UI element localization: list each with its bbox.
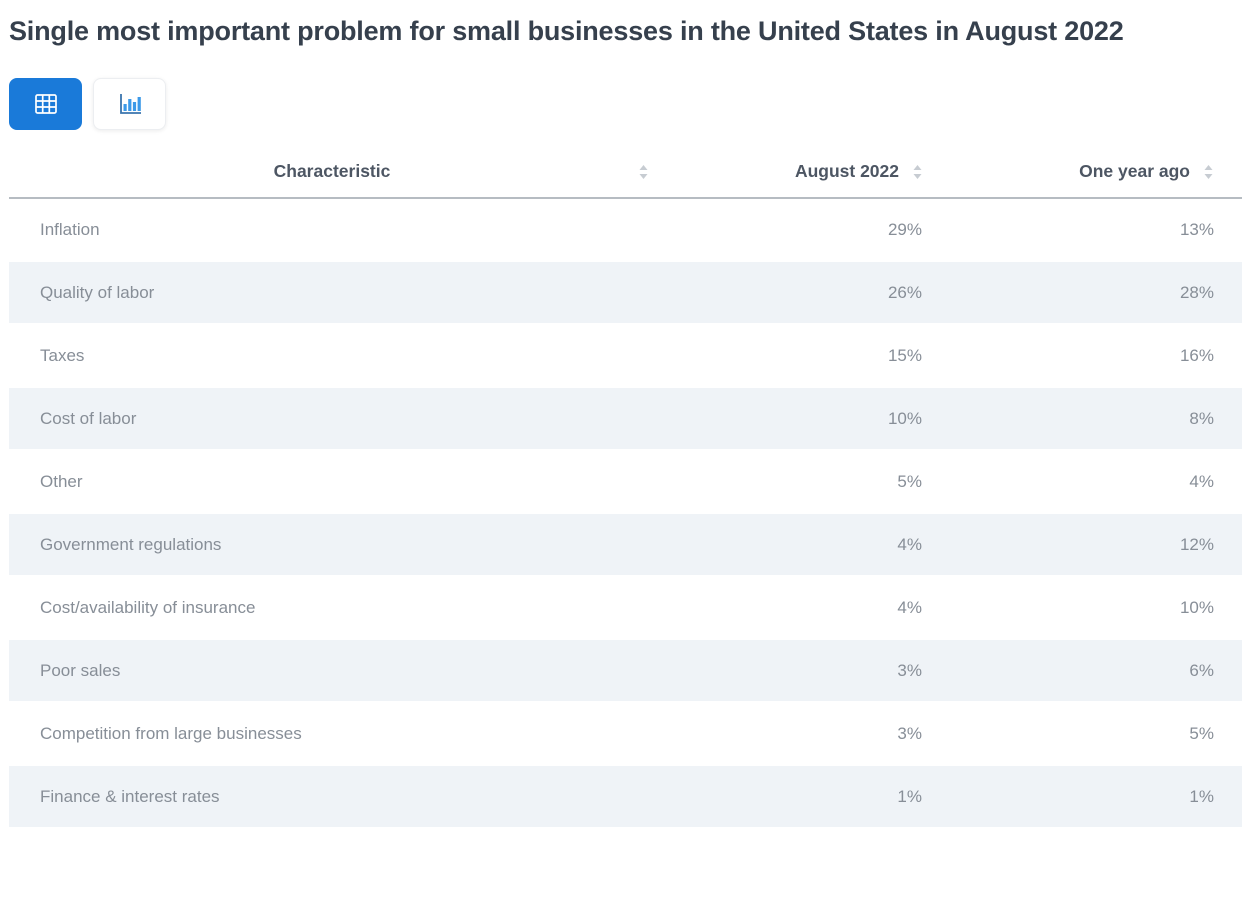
august-2022-value-cell: 1% <box>655 764 923 829</box>
chart-view-button[interactable] <box>93 78 166 130</box>
one-year-ago-value-cell: 8% <box>923 386 1242 451</box>
august-2022-value-cell: 5% <box>897 471 922 491</box>
august-2022-value-cell: 15% <box>887 345 922 365</box>
one-year-ago-value-cell: 12% <box>923 512 1242 577</box>
characteristic-cell: Cost/availability of insurance <box>40 597 256 617</box>
one-year-ago-value-cell: 16% <box>1179 345 1214 365</box>
august-2022-value-cell: 3% <box>655 638 923 703</box>
one-year-ago-value-cell: 6% <box>923 638 1242 703</box>
table-row: Cost/availability of insurance 4% 10% <box>9 576 1242 639</box>
august-2022-value-cell: 26% <box>655 260 923 325</box>
table-row: Quality of labor 26% 28% <box>9 260 1242 325</box>
one-year-ago-value-cell: 5% <box>1189 723 1214 743</box>
page-title: Single most important problem for small … <box>9 16 1124 46</box>
characteristic-cell: Other <box>40 471 83 491</box>
table-row: Poor sales 3% 6% <box>9 638 1242 703</box>
column-header-august-2022[interactable]: August 2022 <box>655 161 923 199</box>
table-grid-icon <box>34 93 58 115</box>
one-year-ago-value-cell: 13% <box>1179 219 1214 239</box>
one-year-ago-value-cell: 28% <box>923 260 1242 325</box>
column-header-label: August 2022 <box>794 161 899 181</box>
column-header-label: One year ago <box>1079 161 1190 181</box>
august-2022-value-cell: 29% <box>887 219 922 239</box>
august-2022-value-cell: 4% <box>897 597 922 617</box>
characteristic-cell: Finance & interest rates <box>9 764 655 829</box>
august-2022-value-cell: 3% <box>897 723 922 743</box>
one-year-ago-value-cell: 10% <box>1179 597 1214 617</box>
view-toggle <box>9 78 1250 130</box>
characteristic-cell: Quality of labor <box>9 260 655 325</box>
table-row: Inflation 29% 13% <box>9 198 1242 261</box>
table-body: Inflation 29% 13% Quality of labor 26% 28% Tax… <box>9 198 1242 829</box>
characteristic-cell: Taxes <box>40 345 85 365</box>
sort-icon[interactable] <box>912 164 923 180</box>
sort-icon[interactable] <box>1203 164 1214 180</box>
characteristic-cell: Cost of labor <box>9 386 655 451</box>
characteristic-cell: Poor sales <box>9 638 655 703</box>
sort-icon[interactable] <box>638 164 649 180</box>
table-row: Competition from large businesses 3% 5% <box>9 702 1242 765</box>
table-row: Other 5% 4% <box>9 450 1242 513</box>
data-table: Characteristic August 2022 <box>9 161 1242 829</box>
table-row: Government regulations 4% 12% <box>9 512 1242 577</box>
table-header-row: Characteristic August 2022 <box>9 161 1242 199</box>
table-view-button[interactable] <box>9 78 82 130</box>
column-header-one-year-ago[interactable]: One year ago <box>923 161 1242 199</box>
characteristic-cell: Competition from large businesses <box>40 723 302 743</box>
table-row: Finance & interest rates 1% 1% <box>9 764 1242 829</box>
one-year-ago-value-cell: 1% <box>923 764 1242 829</box>
one-year-ago-value-cell: 4% <box>1189 471 1214 491</box>
bar-chart-icon <box>117 92 143 116</box>
table-row: Taxes 15% 16% <box>9 324 1242 387</box>
column-header-characteristic[interactable]: Characteristic <box>9 161 655 199</box>
august-2022-value-cell: 10% <box>655 386 923 451</box>
august-2022-value-cell: 4% <box>655 512 923 577</box>
table-row: Cost of labor 10% 8% <box>9 386 1242 451</box>
column-header-label: Characteristic <box>273 161 391 181</box>
characteristic-cell: Inflation <box>40 219 100 239</box>
characteristic-cell: Government regulations <box>9 512 655 577</box>
